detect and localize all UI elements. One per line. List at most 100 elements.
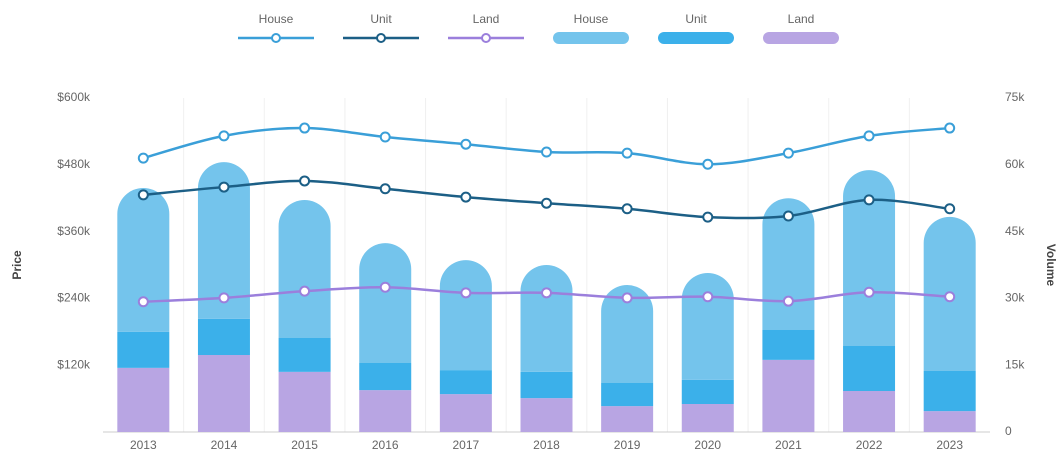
line-point [782,210,794,222]
y2-axis-title: Volume [1044,244,1058,287]
line-point [944,122,956,134]
line-point [541,146,552,158]
y-tick-label: $480k [57,157,91,171]
y2-tick-label: 15k [1005,357,1025,371]
line-point [863,286,875,298]
y-tick-label: $120k [57,357,91,371]
bar [117,367,170,432]
line-point [218,181,230,193]
legend-marker [376,33,386,43]
x-tick-label: 2023 [936,438,963,452]
bar [762,359,815,432]
line-point [299,122,311,134]
legend-label: Land [788,12,815,26]
line-point [782,295,794,307]
line-point [218,292,230,304]
legend-swatch [763,32,839,44]
bar [278,371,331,432]
bar [520,371,573,399]
legend-swatch [553,32,629,44]
legend-swatch [658,32,734,44]
bar [681,273,734,380]
line-point [460,138,472,150]
line-point [541,287,552,299]
line-point [621,147,633,159]
line-point [944,203,956,215]
line-point [702,158,714,170]
y2-tick-label: 45k [1005,224,1025,238]
line-point [782,147,794,159]
line-point [379,281,391,293]
bar [197,162,250,319]
bar [439,260,492,371]
x-tick-label: 2022 [856,438,883,452]
bar [197,318,250,355]
line-point [299,285,311,297]
bar [117,331,170,368]
line-point [460,191,472,203]
legend-label: Unit [370,12,392,26]
bar [923,411,976,432]
x-tick-label: 2014 [211,438,238,452]
bar [520,265,573,372]
legend-label: House [574,12,609,26]
bar [923,370,976,412]
bar [439,394,492,432]
line-point [137,189,149,201]
bar [359,362,412,391]
x-tick-label: 2021 [775,438,802,452]
x-tick-label: 2019 [614,438,641,452]
line-point [863,130,875,142]
line-point [379,131,391,143]
bar [601,406,654,432]
x-tick-label: 2015 [291,438,318,452]
bar [762,198,815,331]
x-tick-label: 2013 [130,438,157,452]
line-point [863,194,875,206]
bar [117,187,170,332]
bar [520,398,573,432]
bar [681,379,734,404]
y2-tick-label: 75k [1005,90,1025,104]
line-point [541,197,552,209]
legend-marker [271,33,281,43]
legend-label: House [259,12,294,26]
x-tick-label: 2018 [533,438,560,452]
line-point [702,211,714,223]
bar [359,390,412,432]
y2-tick-label: 60k [1005,157,1025,171]
y2-tick-label: 0 [1005,424,1012,438]
line-point [137,152,149,164]
x-tick-label: 2020 [694,438,721,452]
y-axis-title: Price [10,250,24,280]
bar [439,370,492,395]
bar [843,170,896,347]
line-point [299,175,311,187]
line-point [379,183,391,195]
line-point [137,296,149,308]
y2-tick-label: 30k [1005,291,1025,305]
bar [843,346,896,392]
line-point [621,203,633,215]
line-point [621,292,633,304]
bar [681,403,734,432]
bar [601,285,654,384]
legend-label: Land [473,12,500,26]
x-tick-label: 2017 [453,438,480,452]
bar [359,243,412,363]
bar [278,199,331,339]
legend-label: Unit [685,12,707,26]
line-point [218,130,230,142]
bar [762,330,815,360]
y-tick-label: $240k [57,291,91,305]
y-tick-label: $360k [57,224,91,238]
bar [843,391,896,432]
bar [278,338,331,372]
line-point [702,291,714,303]
bar [601,383,654,407]
y-tick-label: $600k [57,90,91,104]
line-point [460,287,472,299]
legend-marker [481,33,491,43]
bar [197,354,250,432]
